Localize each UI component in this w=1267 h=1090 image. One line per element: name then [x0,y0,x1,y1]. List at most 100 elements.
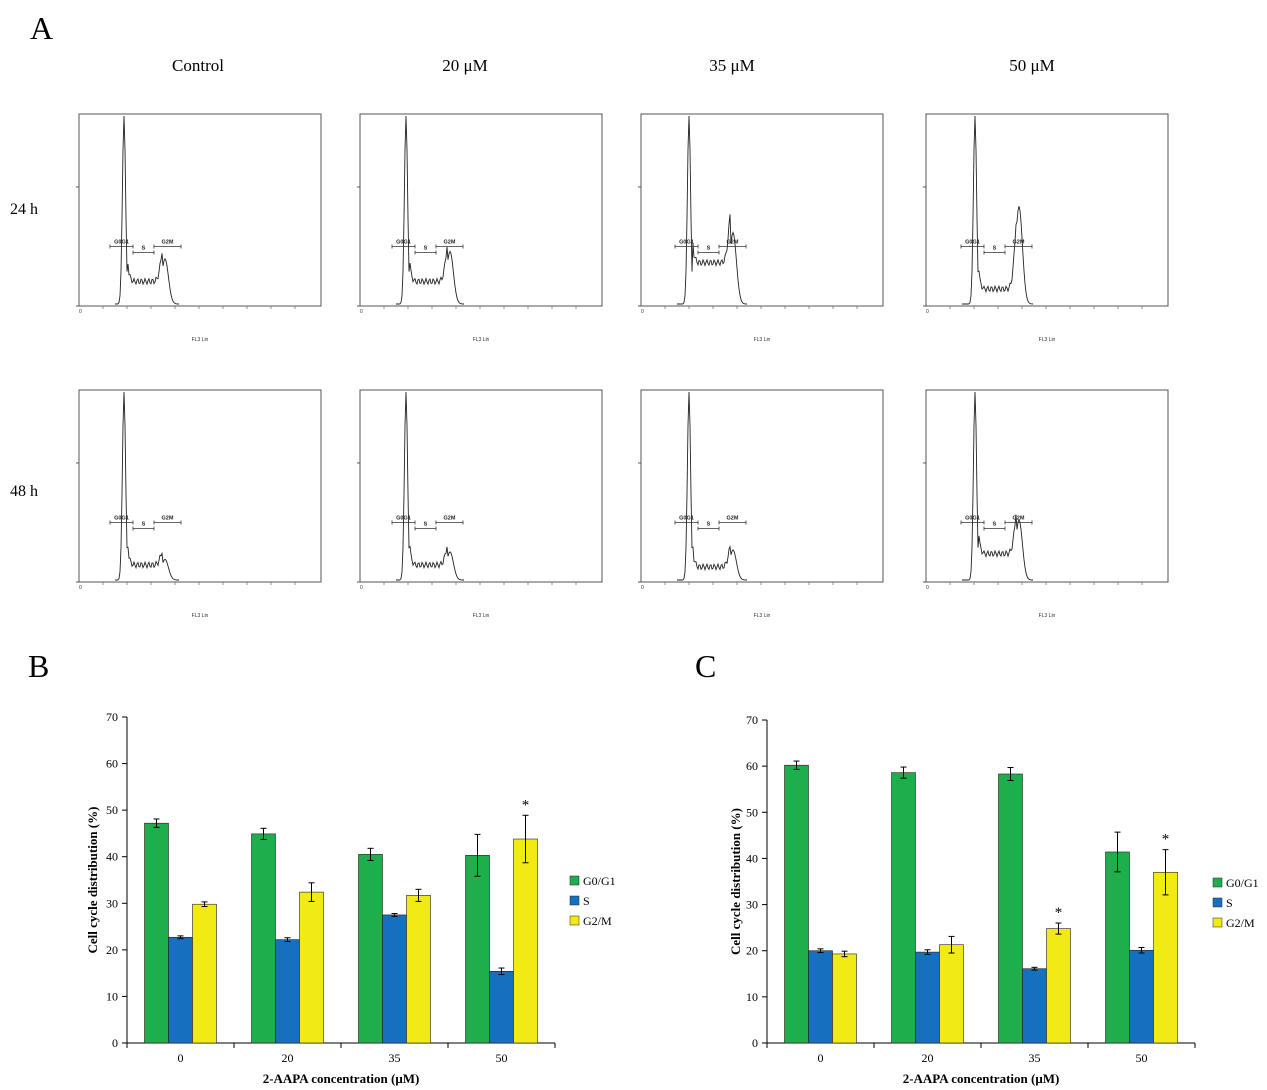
y-tick-label: 50 [746,805,758,819]
y-tick-label: 40 [106,850,118,864]
x-tick-label: 35 [389,1051,401,1065]
x-axis-label: FL3 Lin [473,613,490,619]
x-tick-label: 50 [1136,1051,1148,1065]
legend-label: G2/M [1226,916,1255,930]
gate-g2m-label: G2M [727,515,739,521]
y-tick-label: 20 [746,944,758,958]
bar-g2m-20 [299,891,324,1044]
bar-s-35 [382,914,407,1044]
gate-s-label: S [142,245,146,251]
x-axis-zero: 0 [360,585,363,591]
bar-g2m-35 [406,895,431,1044]
plot-frame [925,113,1169,307]
flow-histogram-r2-c3: 0 FL3 Lin G0G1 S G2M [638,389,884,619]
gate-s-label: S [993,245,997,251]
x-axis-label: FL3 Lin [1039,337,1056,343]
bar-g2m-20 [939,944,964,1044]
bar-g2m-0 [192,903,217,1044]
x-axis-zero: 0 [360,309,363,315]
plot-frame [925,389,1169,583]
plot-frame [640,389,884,583]
panel-label-a: A [30,10,54,46]
histogram-trace [396,391,464,581]
significance-marker: * [1055,905,1063,921]
legend-label: S [1226,896,1233,910]
histogram-trace [677,115,747,305]
bar-s-50 [489,970,514,1044]
bar-g0g1-50 [1105,851,1130,1044]
bar-g0g1-35 [998,773,1023,1044]
plot-frame [359,389,603,583]
x-axis-zero: 0 [926,585,929,591]
flow-histogram-r1-c1: 0 FL3 Lin G0G1 S G2M [76,113,322,343]
x-axis-title: 2-AAPA concentration (μM) [903,1071,1060,1086]
bar-s-0 [808,950,833,1044]
bar-s-50 [1129,949,1154,1044]
histogram-trace [962,115,1034,305]
gate-g2m-label: G2M [162,515,174,521]
y-tick-label: 30 [106,896,118,910]
x-axis-zero: 0 [641,309,644,315]
y-tick-label: 70 [106,710,118,724]
x-tick-label: 35 [1029,1051,1041,1065]
gate-g2m-label: G2M [727,239,739,245]
flow-histogram-r1-c3: 0 FL3 Lin G0G1 S G2M [638,113,884,343]
gate-s-label: S [424,521,428,527]
significance-marker: * [1162,832,1170,848]
histogram-trace [677,391,747,581]
histogram-trace [115,115,179,305]
y-tick-label: 50 [106,803,118,817]
x-axis-label: FL3 Lin [192,613,209,619]
bar-s-0 [168,936,193,1044]
y-tick-label: 10 [746,990,758,1004]
x-axis-zero: 0 [926,309,929,315]
x-tick-label: 0 [818,1051,824,1065]
gate-g0g1-label: G0G1 [679,515,694,521]
gate-g2m-label: G2M [162,239,174,245]
y-tick-label: 0 [112,1036,118,1050]
legend-label: S [583,894,590,908]
col-header-control: Control [172,56,224,75]
legend-swatch [569,895,580,906]
bar-g2m-35 [1046,928,1071,1044]
bar-s-35 [1022,968,1047,1044]
panel-label-b: B [28,648,50,684]
flow-histogram-r2-c2: 0 FL3 Lin G0G1 S G2M [357,389,603,619]
col-header-35um: 35 μM [709,56,755,75]
histogram-trace [962,391,1033,581]
gate-g0g1-label: G0G1 [396,515,411,521]
bar-g2m-50 [1153,871,1178,1044]
y-tick-label: 60 [106,757,118,771]
flow-histogram-r1-c4: 0 FL3 Lin G0G1 S G2M [923,113,1169,343]
gate-s-label: S [707,521,711,527]
bar-g0g1-20 [251,833,276,1044]
gate-s-label: S [993,521,997,527]
gate-g2m-label: G2M [1013,239,1025,245]
panel-label-c: C [695,648,717,684]
histogram-trace [396,115,464,305]
plot-frame [640,113,884,307]
gate-g0g1-label: G0G1 [114,239,129,245]
chart-c: 0 10 20 30 40 50 60 70 0 20 35 * 50 * 2-AAPA concentra… [728,713,1259,1086]
y-axis-title: Cell cycle distribution (%) [728,808,743,955]
y-tick-label: 20 [106,943,118,957]
histogram-trace [115,391,179,581]
plot-frame [359,113,603,307]
y-tick-label: 30 [746,898,758,912]
gate-g2m-label: G2M [444,515,456,521]
plot-frame [78,389,322,583]
bar-g0g1-0 [144,822,169,1044]
gate-g0g1-label: G0G1 [965,515,980,521]
bar-g2m-0 [832,953,857,1044]
x-axis-label: FL3 Lin [192,337,209,343]
gate-g2m-label: G2M [1013,515,1025,521]
x-axis-zero: 0 [641,585,644,591]
x-tick-label: 0 [178,1051,184,1065]
legend-swatch [1212,877,1223,888]
gate-g2m-label: G2M [444,239,456,245]
row-header-24h: 24 h [10,201,38,218]
y-tick-label: 70 [746,713,758,727]
x-axis-title: 2-AAPA concentration (μM) [263,1071,420,1086]
col-header-50um: 50 μM [1009,56,1055,75]
